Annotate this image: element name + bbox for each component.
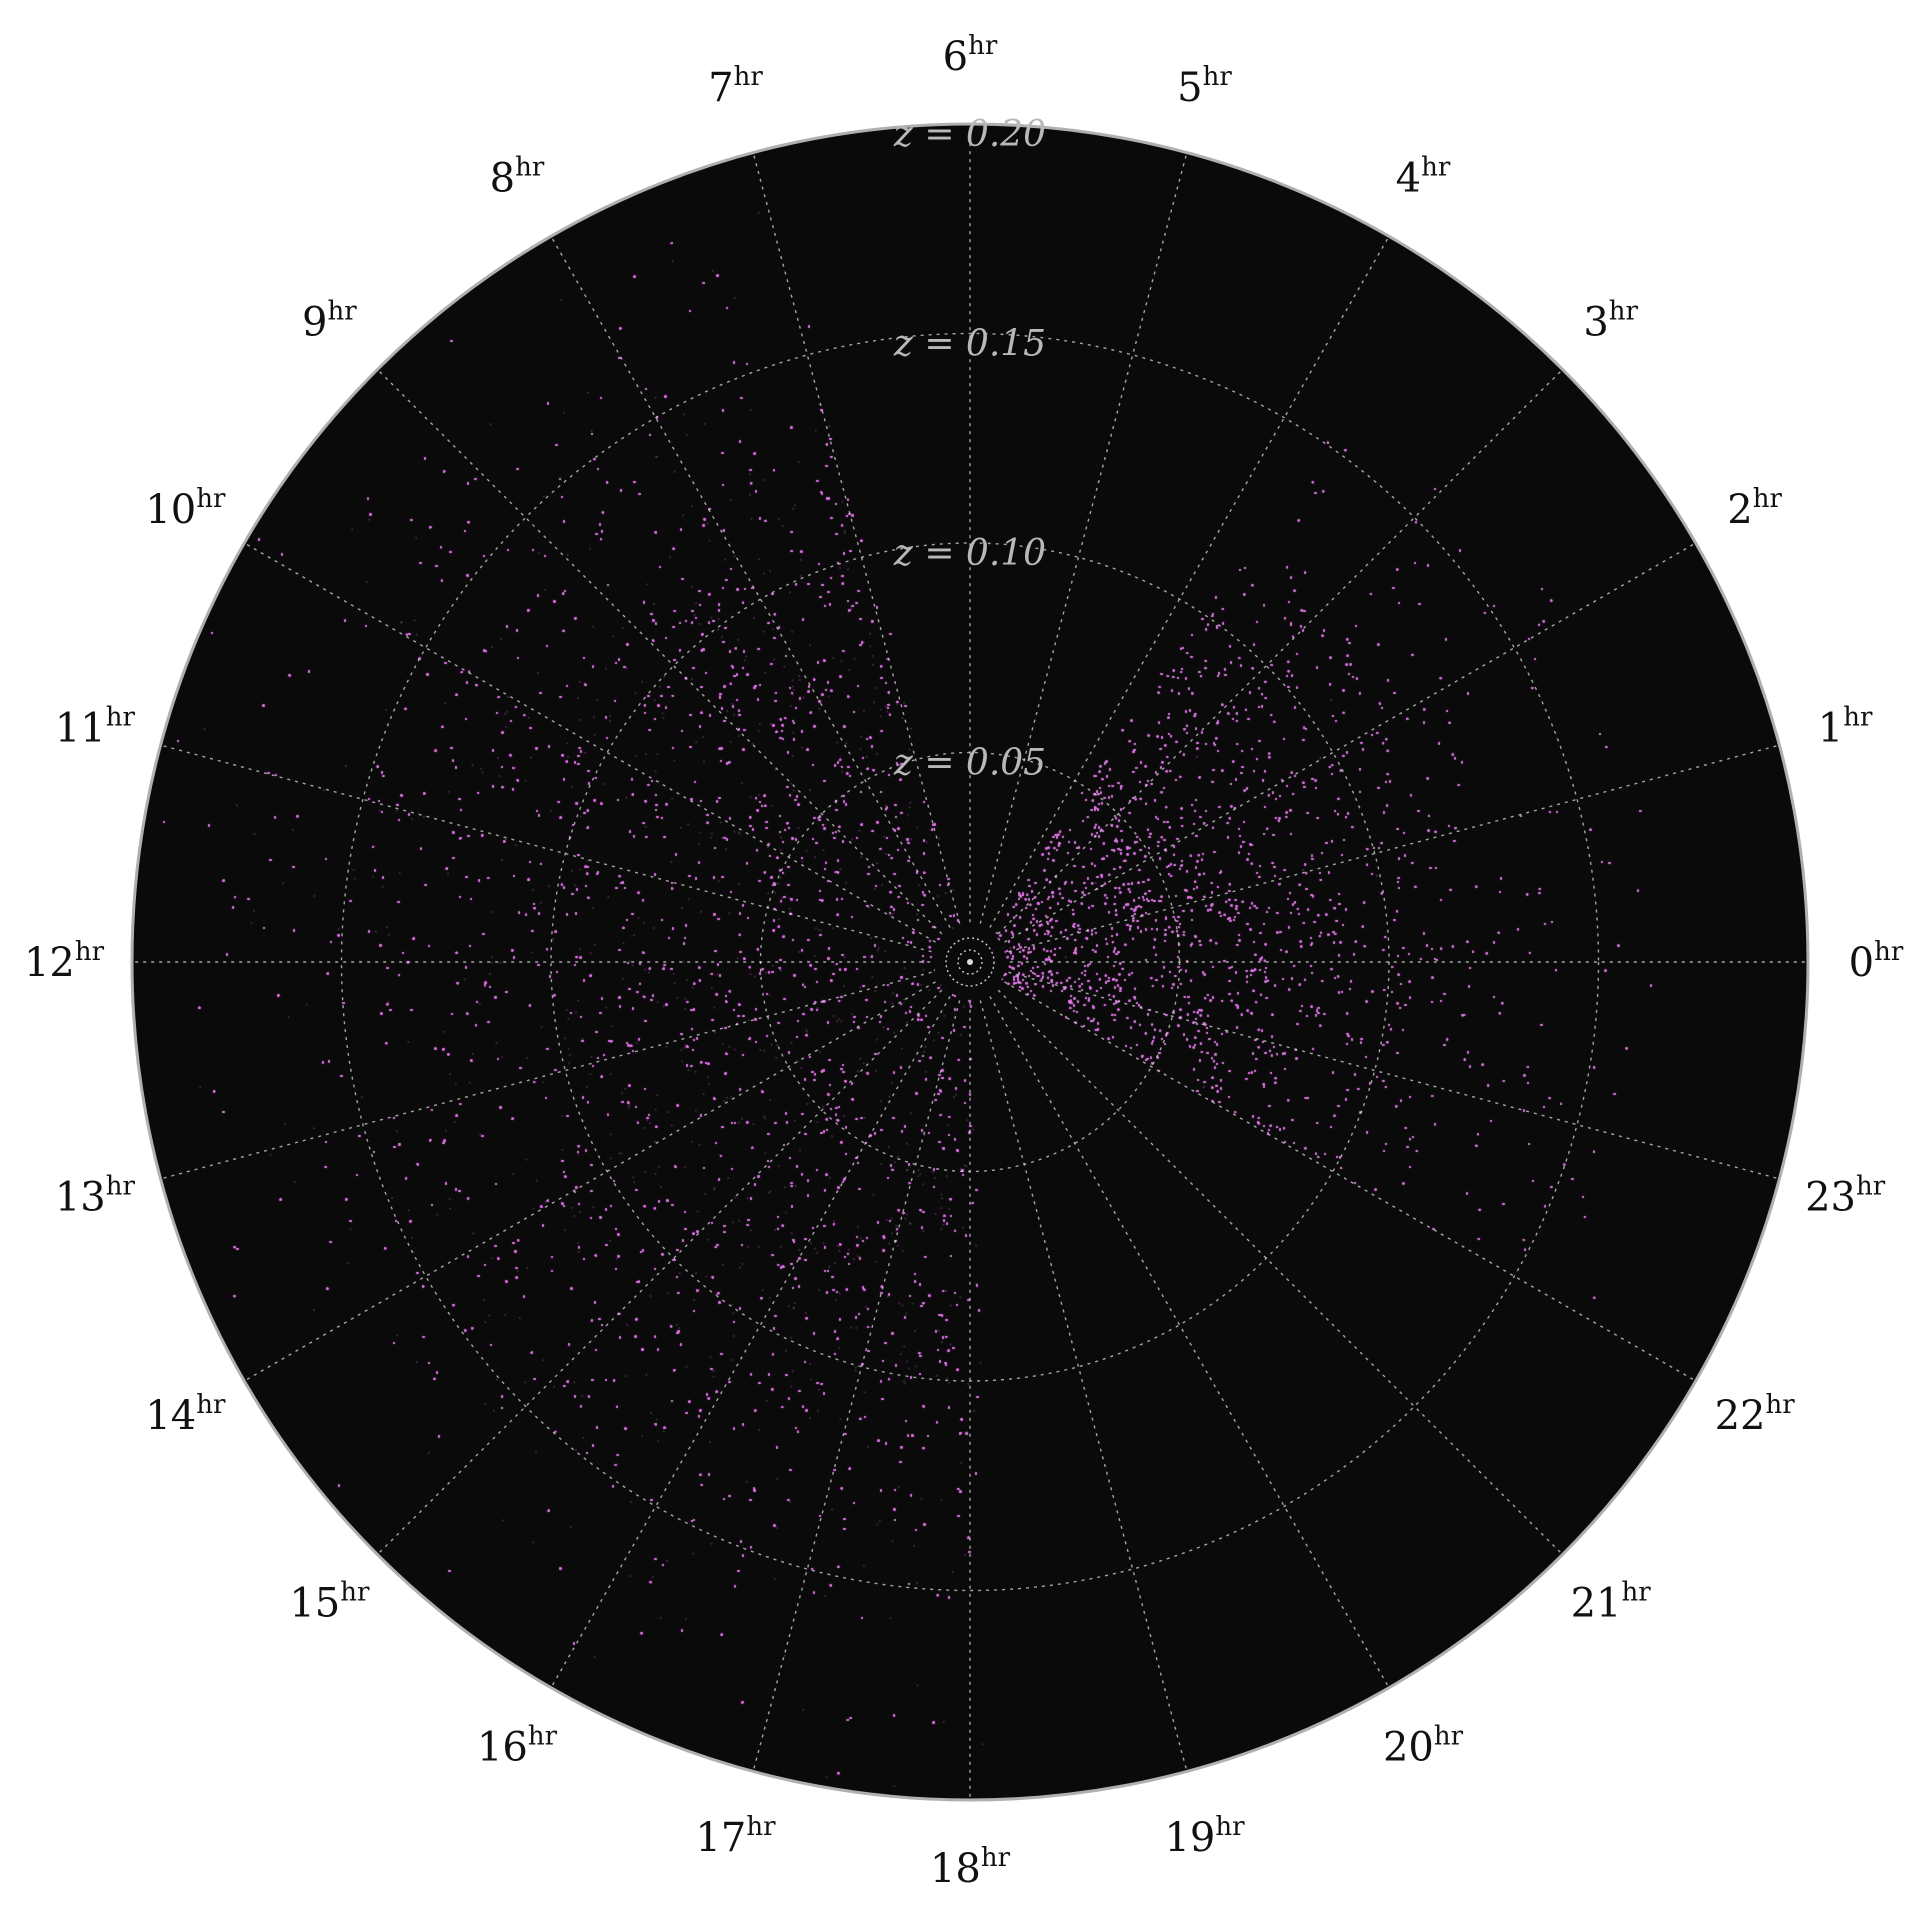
inner-marker bbox=[934, 926, 1006, 998]
z-tick-label: z = 0.20 bbox=[893, 114, 1046, 155]
hour-tick-label: 18hr bbox=[930, 1843, 1011, 1892]
hour-tick-label: 5hr bbox=[1177, 62, 1232, 111]
radial-labels-layer: z = 0.05 z = 0.10 z = 0.15 z = 0.20 bbox=[893, 114, 1046, 784]
hour-tick-label: 19hr bbox=[1164, 1812, 1245, 1861]
z-ring-2 bbox=[340, 332, 1600, 1592]
hour-tick-label: 0hr bbox=[1849, 937, 1904, 986]
hour-tick-label: 3hr bbox=[1583, 296, 1638, 345]
angular-labels-layer: 0hr 1hr 2hr 3hr 4hr 5hr 6hr 7hr 8hr 9hr 10hr 11hr 12… bbox=[24, 31, 1904, 1892]
hour-tick-label: 20hr bbox=[1383, 1722, 1464, 1771]
hour-tick-label: 8hr bbox=[490, 152, 545, 201]
grid-layer bbox=[131, 123, 1809, 1801]
hour-tick-label: 22hr bbox=[1715, 1390, 1796, 1439]
spoke-8hr bbox=[550, 235, 951, 928]
spoke-11hr bbox=[160, 744, 932, 953]
z-ring-0 bbox=[759, 751, 1181, 1173]
hour-tick-label: 15hr bbox=[289, 1578, 370, 1627]
hour-tick-label: 6hr bbox=[943, 31, 998, 80]
spoke-10hr bbox=[243, 542, 936, 943]
spoke-3hr bbox=[997, 368, 1564, 935]
spoke-16hr bbox=[550, 996, 951, 1689]
center-ring-2 bbox=[957, 949, 983, 975]
spoke-19hr bbox=[979, 1000, 1188, 1772]
hour-tick-label: 17hr bbox=[695, 1812, 776, 1861]
spoke-22hr bbox=[1004, 981, 1697, 1382]
hour-tick-label: 21hr bbox=[1571, 1578, 1652, 1627]
hour-tick-label: 13hr bbox=[55, 1171, 136, 1220]
z-tick-label: z = 0.05 bbox=[893, 743, 1046, 784]
spoke-20hr bbox=[989, 996, 1390, 1689]
hour-tick-label: 2hr bbox=[1727, 484, 1782, 533]
z-tick-label: z = 0.10 bbox=[893, 533, 1046, 574]
hour-tick-label: 23hr bbox=[1805, 1171, 1886, 1220]
hour-tick-label: 10hr bbox=[145, 484, 226, 533]
spoke-2hr bbox=[1004, 542, 1697, 943]
hour-tick-label: 9hr bbox=[302, 296, 357, 345]
hour-tick-label: 14hr bbox=[145, 1390, 226, 1439]
spoke-14hr bbox=[243, 981, 936, 1382]
hour-tick-label: 11hr bbox=[55, 703, 136, 752]
spoke-7hr bbox=[752, 152, 961, 924]
spoke-23hr bbox=[1008, 971, 1780, 1180]
hour-tick-label: 1hr bbox=[1818, 703, 1873, 752]
z-ring-1 bbox=[550, 542, 1390, 1382]
spoke-21hr bbox=[997, 989, 1564, 1556]
hour-tick-label: 4hr bbox=[1396, 152, 1451, 201]
spoke-9hr bbox=[376, 368, 943, 935]
spoke-4hr bbox=[989, 235, 1390, 928]
center-ring-1 bbox=[945, 937, 995, 987]
spoke-13hr bbox=[160, 971, 932, 1180]
center-dot bbox=[967, 959, 973, 965]
spoke-5hr bbox=[979, 152, 1188, 924]
spoke-1hr bbox=[1008, 744, 1780, 953]
hour-tick-label: 16hr bbox=[477, 1722, 558, 1771]
spoke-15hr bbox=[376, 989, 943, 1556]
spoke-17hr bbox=[752, 1000, 961, 1772]
hour-tick-label: 12hr bbox=[24, 937, 105, 986]
hour-tick-label: 7hr bbox=[708, 62, 763, 111]
z-tick-label: z = 0.15 bbox=[893, 324, 1046, 365]
outer-ring bbox=[130, 122, 1810, 1802]
